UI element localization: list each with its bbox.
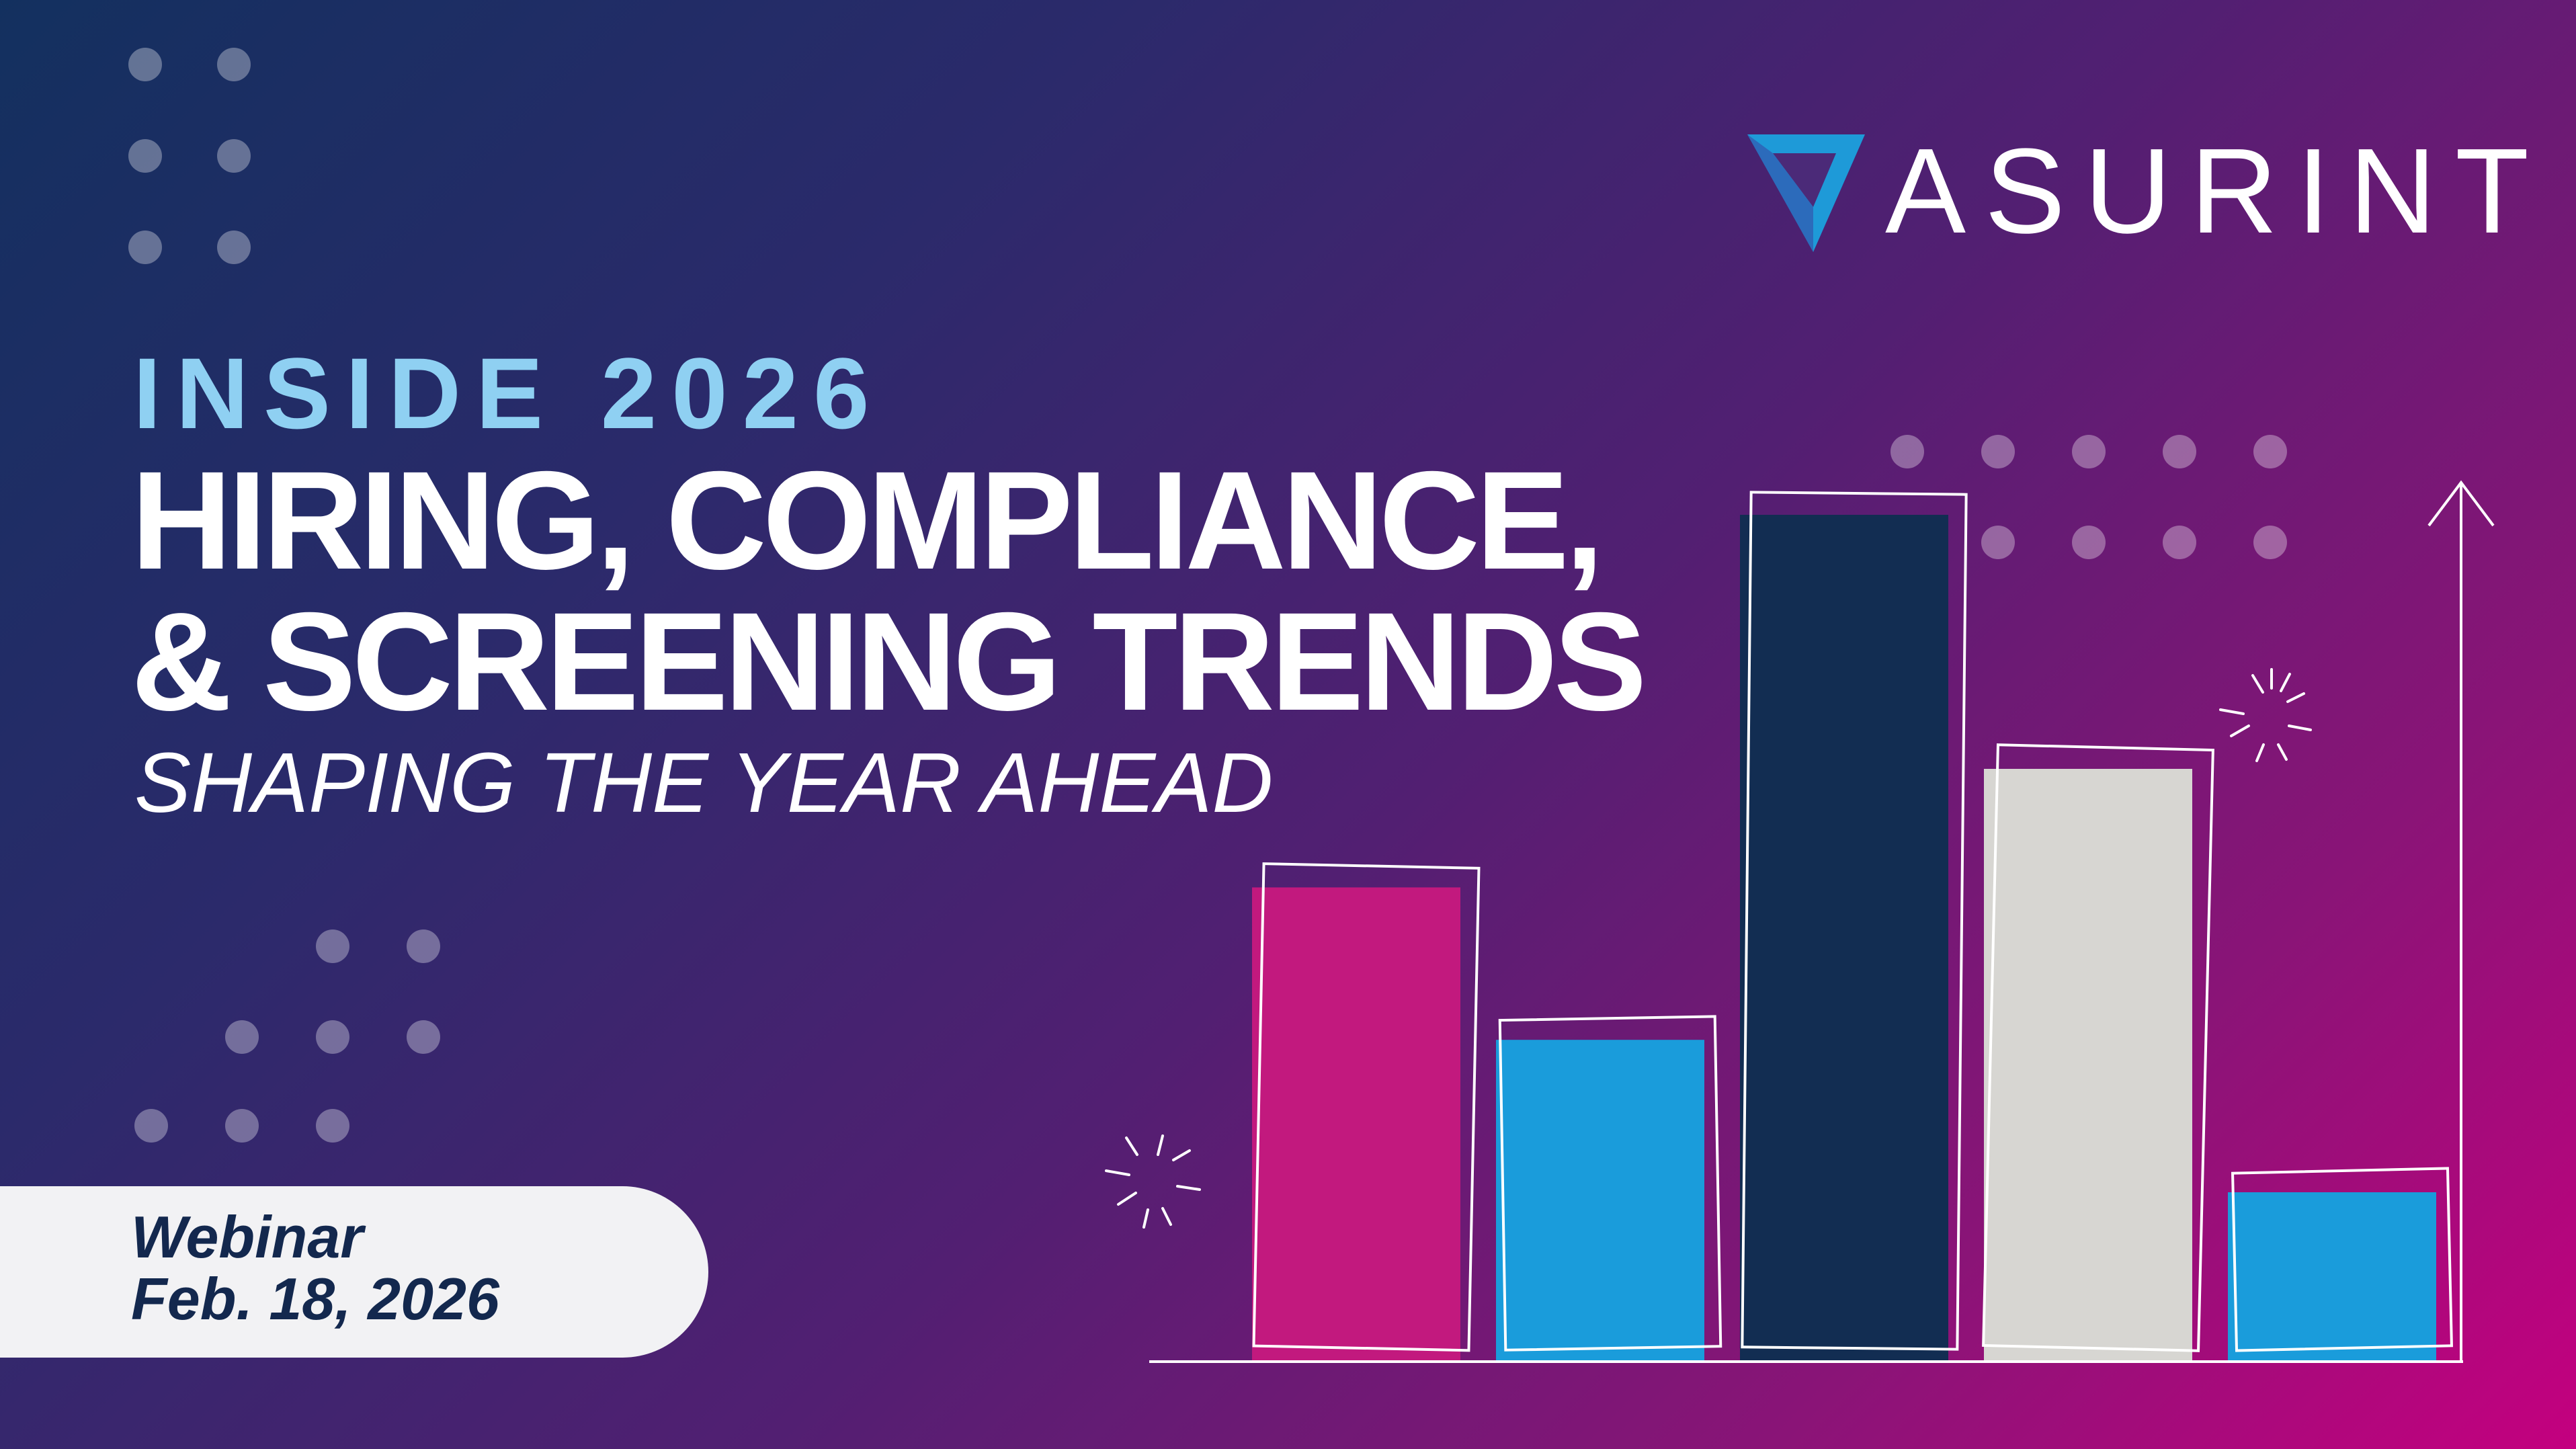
bar-outline (1498, 1015, 1722, 1352)
dot (2253, 435, 2287, 468)
dot (407, 929, 440, 963)
dot (217, 231, 251, 264)
event-badge: Webinar Feb. 18, 2026 (0, 1186, 708, 1358)
bar (1252, 887, 1460, 1362)
dot (128, 48, 162, 81)
asurint-logo: ASURINT (1747, 131, 2529, 255)
bar-outline (1982, 743, 2214, 1352)
dot (217, 139, 251, 173)
event-type: Webinar (131, 1204, 364, 1270)
bar-outline (1741, 491, 1968, 1351)
bar-outline (2231, 1167, 2453, 1352)
dot (2163, 435, 2196, 468)
sparkle-icon (1105, 1134, 1201, 1229)
dot (316, 929, 349, 963)
dot (316, 1020, 349, 1054)
asurint-logo-mark-icon (1747, 134, 1865, 252)
dot (1981, 526, 2015, 559)
dot (225, 1109, 259, 1143)
bar (1496, 1040, 1704, 1362)
dot (128, 139, 162, 173)
event-date: Feb. 18, 2026 (131, 1266, 499, 1332)
bar (1984, 769, 2192, 1362)
dot (217, 48, 251, 81)
bar-outline (1252, 862, 1481, 1352)
headline-line-2: & SCREENING TRENDS (131, 584, 1647, 740)
dot (2253, 526, 2287, 559)
bar (1740, 515, 1948, 1362)
arrow-up-icon (2427, 480, 2495, 1362)
dot (1891, 435, 1924, 468)
logo-wordmark: ASURINT (1885, 124, 2548, 259)
subtitle: SHAPING THE YEAR AHEAD (134, 735, 1274, 830)
dot (134, 1109, 168, 1143)
bar (2228, 1192, 2436, 1362)
dot (2072, 435, 2106, 468)
title-kicker: INSIDE 2026 (133, 337, 884, 450)
dot (1981, 435, 2015, 468)
bars-layer (1252, 515, 2436, 1362)
dot (316, 1109, 349, 1143)
dot (2072, 526, 2106, 559)
headline-line-1: HIRING, COMPLIANCE, (131, 443, 1604, 599)
dot (225, 1020, 259, 1054)
dot (407, 1020, 440, 1054)
bar-outlines (1252, 491, 2453, 1352)
sparkle-icon (2219, 668, 2312, 762)
dot (2163, 526, 2196, 559)
dot (128, 231, 162, 264)
